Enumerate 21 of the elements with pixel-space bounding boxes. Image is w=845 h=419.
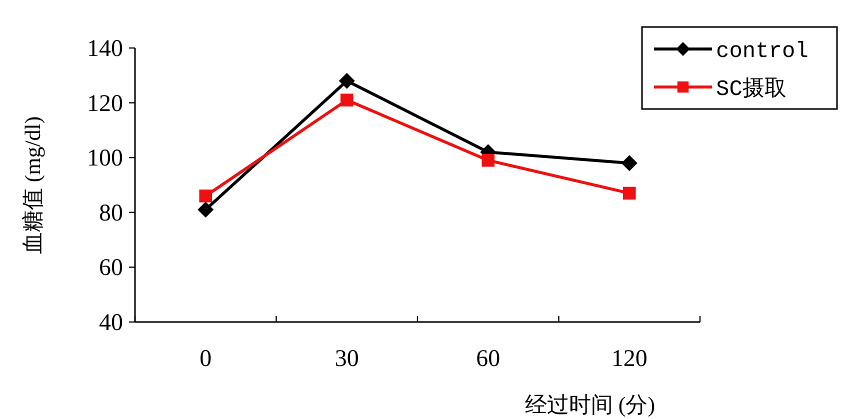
x-tick-label: 120 bbox=[611, 346, 648, 372]
point bbox=[622, 186, 636, 200]
y-tick-label: 100 bbox=[87, 146, 123, 172]
point bbox=[621, 155, 638, 172]
y-tick-label: 40 bbox=[99, 310, 123, 336]
y-tick-label: 120 bbox=[87, 90, 123, 117]
x-axis-title: 经过时间 (分) bbox=[524, 392, 656, 417]
y-tick-label: 80 bbox=[99, 200, 123, 226]
x-tick-label: 60 bbox=[476, 346, 500, 372]
point bbox=[338, 72, 355, 89]
y-tick-label: 60 bbox=[99, 255, 123, 282]
x-tick-label: 0 bbox=[200, 346, 212, 372]
legend-label: SC摄取 bbox=[716, 77, 786, 102]
y-axis-title: 血糖值 (mg/dl) bbox=[20, 116, 45, 254]
point bbox=[482, 154, 495, 167]
point bbox=[198, 202, 214, 218]
point bbox=[199, 190, 212, 202]
x-tick-label: 30 bbox=[334, 346, 359, 372]
point bbox=[340, 94, 354, 106]
y-tick-label: 140 bbox=[87, 36, 123, 62]
legend-label: control bbox=[716, 39, 808, 64]
